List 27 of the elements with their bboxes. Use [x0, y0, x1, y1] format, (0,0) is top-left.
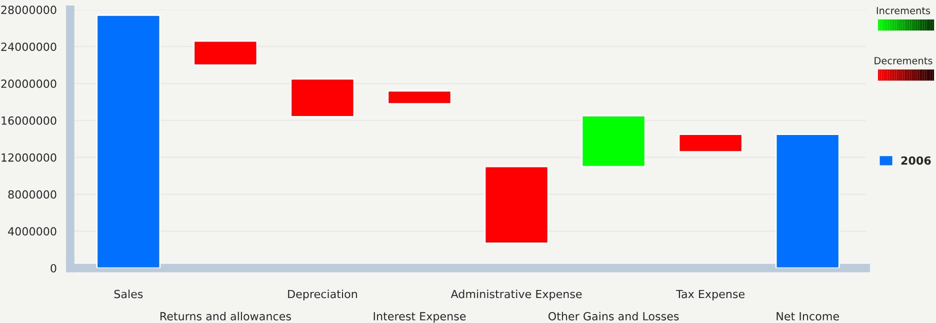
- y-tick-label: 8000000: [8, 190, 56, 199]
- bar: [193, 40, 258, 66]
- x-tick-label: Sales: [114, 290, 143, 298]
- y-tick-label: 28000000: [1, 6, 56, 14]
- y-tick-label: 12000000: [2, 153, 56, 162]
- bar: [96, 14, 161, 268]
- legend-label: 2006: [901, 156, 931, 165]
- bar: [775, 134, 840, 268]
- bar: [290, 78, 355, 118]
- y-tick-label: 24000000: [1, 42, 56, 51]
- x-tick-label: Other Gains and Losses: [548, 312, 679, 320]
- bar: [484, 166, 549, 244]
- text: Increments: [876, 7, 930, 14]
- y-tick-label: 16000000: [2, 116, 56, 125]
- bar: [387, 90, 452, 105]
- x-tick-label: Administrative Expense: [450, 290, 582, 300]
- x-tick-label: Returns and allowances: [160, 312, 291, 320]
- text: Decrements: [874, 57, 932, 64]
- bar: [581, 115, 646, 168]
- bar: [678, 134, 743, 153]
- x-tick-label: Tax Expense: [676, 290, 744, 300]
- y-tick-label: 0: [50, 264, 56, 272]
- y-tick-label: 20000000: [1, 79, 56, 88]
- y-tick-label: 4000000: [8, 227, 56, 236]
- x-tick-label: Interest Expense: [374, 312, 466, 323]
- x-tick-label: Net Income: [776, 312, 839, 320]
- x-tick-label: Depreciation: [288, 290, 357, 300]
